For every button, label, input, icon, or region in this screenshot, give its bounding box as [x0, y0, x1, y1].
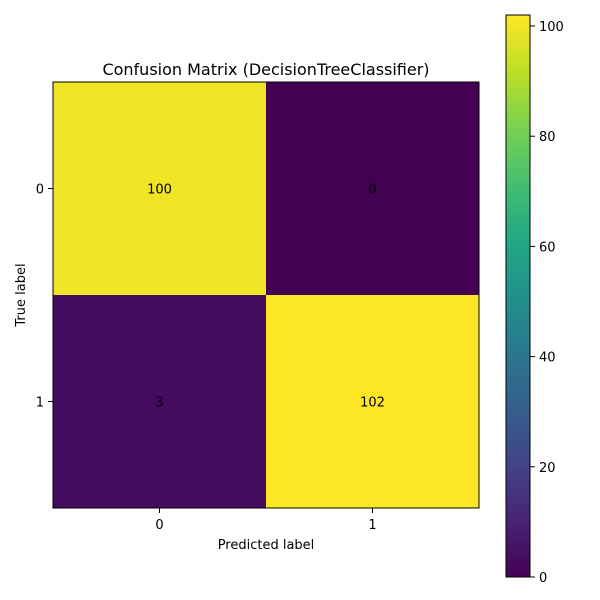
y-tick-label-0: 0	[36, 183, 44, 198]
x-axis-label: Predicted label	[218, 538, 315, 553]
cell-value-label-0-1: 0	[368, 183, 376, 198]
colorbar-tick-label-2: 40	[539, 351, 556, 366]
colorbar-tick-label-3: 60	[539, 240, 556, 255]
y-axis-ticks: 01	[36, 183, 53, 411]
cell-value-label-1-1: 102	[360, 396, 385, 411]
y-tick-label-1: 1	[36, 396, 44, 411]
heatmap-cell-1-1	[266, 295, 479, 508]
x-tick-label-1: 1	[368, 518, 376, 533]
colorbar-tick-label-0: 0	[539, 571, 547, 586]
x-tick-label-0: 0	[155, 518, 163, 533]
heatmap-cell-0-0	[53, 82, 266, 295]
cell-value-label-0-0: 100	[147, 183, 172, 198]
colorbar	[505, 14, 531, 578]
heatmap-cell-0-1	[266, 82, 479, 295]
plot-frame	[52, 81, 480, 509]
colorbar-ticks: 0 20 40 60 80 100	[530, 20, 564, 586]
y-axis-label: True label	[14, 263, 29, 327]
colorbar-tick-label-1: 20	[539, 461, 556, 476]
chart-title: Confusion Matrix (DecisionTreeClassifier…	[102, 60, 429, 79]
cell-value-label-1-0: 3	[155, 396, 163, 411]
heatmap-cell-1-0	[53, 295, 266, 508]
colorbar-tick-label-5: 100	[539, 20, 564, 35]
colorbar-tick-label-4: 80	[539, 130, 556, 145]
heatmap-cells: 100 0 3 102	[53, 82, 479, 508]
